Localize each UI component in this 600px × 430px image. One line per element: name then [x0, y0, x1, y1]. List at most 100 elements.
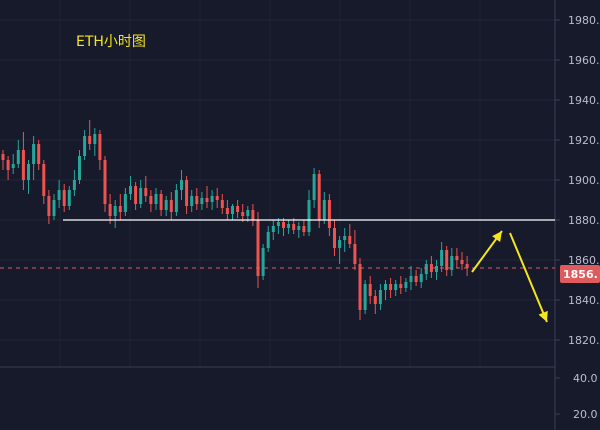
- candle-body: [11, 164, 15, 168]
- candle-body: [343, 236, 347, 240]
- candle-body: [384, 284, 387, 290]
- candle-body: [241, 212, 245, 216]
- price-tick-label: 1940.: [568, 94, 600, 107]
- candle-body: [333, 228, 336, 248]
- candle-body: [440, 250, 444, 266]
- candle-body: [424, 264, 428, 274]
- candle-body: [455, 256, 459, 260]
- candle-body: [83, 136, 87, 156]
- candle-body: [399, 284, 403, 288]
- candles: [1, 120, 469, 320]
- candle-body: [62, 190, 66, 206]
- candle-body: [353, 244, 357, 264]
- candle-body: [251, 210, 255, 220]
- price-tick-label: 1960.: [568, 54, 600, 67]
- candle-body: [174, 190, 178, 212]
- candle-body: [465, 264, 469, 268]
- candle-body: [348, 236, 352, 244]
- candle-body: [118, 206, 122, 212]
- candle-body: [246, 210, 250, 216]
- candle-body: [231, 206, 234, 214]
- candle-body: [139, 188, 143, 204]
- candle-body: [297, 226, 301, 230]
- down-arrow: [509, 232, 548, 323]
- candle-body: [21, 150, 25, 180]
- candle-body: [435, 266, 438, 272]
- down-arrow-shaft: [509, 232, 548, 323]
- volume-axis[interactable]: 20.0 40.0: [555, 372, 598, 421]
- down-arrow-head: [538, 310, 548, 322]
- candle-body: [276, 222, 280, 226]
- candle-body: [312, 174, 316, 200]
- candle-body: [129, 186, 132, 194]
- candle-body: [190, 196, 194, 206]
- candle-body: [103, 160, 107, 204]
- candle-body: [414, 276, 418, 282]
- annotation-lines: [0, 219, 555, 323]
- candle-body: [144, 188, 148, 196]
- price-tick-label: 1920.: [568, 134, 600, 147]
- candle-body: [450, 256, 454, 270]
- volume-tick-label: 20.0: [573, 408, 598, 421]
- candle-body: [358, 264, 362, 310]
- volume-tick-label: 40.0: [573, 372, 598, 385]
- price-axis[interactable]: 1820. 1840. 1860. 1880. 1900. 1920. 1940. 1960.…: [555, 14, 600, 347]
- candle-body: [429, 264, 433, 272]
- grid: [0, 0, 555, 367]
- candle-body: [1, 154, 5, 160]
- candle-body: [261, 248, 265, 276]
- current-price-label: 1856.: [563, 268, 598, 281]
- candle-body: [460, 260, 464, 264]
- candle-body: [67, 190, 71, 206]
- candle-body: [98, 134, 102, 160]
- candle-body: [93, 134, 97, 144]
- candle-body: [72, 180, 76, 190]
- candle-body: [108, 204, 112, 216]
- candle-body: [373, 296, 377, 304]
- candle-body: [302, 226, 306, 232]
- candle-body: [215, 196, 219, 200]
- candle-body: [404, 282, 408, 288]
- candle-body: [123, 194, 127, 212]
- price-tick-label: 1860.: [568, 254, 600, 267]
- candle-body: [27, 164, 30, 180]
- candle-body: [185, 180, 189, 206]
- current-price-tag-bg: [560, 265, 600, 283]
- price-tick-label: 1820.: [568, 334, 600, 347]
- candle-body: [32, 144, 36, 164]
- candle-body: [317, 174, 321, 220]
- price-tick-label: 1840.: [568, 294, 600, 307]
- price-tick-label: 1980.: [568, 14, 600, 27]
- candle-body: [42, 164, 46, 196]
- candle-body: [394, 284, 398, 290]
- candle-body: [445, 250, 449, 270]
- candle-body: [282, 222, 285, 228]
- candle-body: [57, 190, 61, 200]
- candle-body: [169, 200, 173, 212]
- candle-body: [256, 220, 260, 276]
- candle-body: [307, 200, 311, 232]
- candle-body: [419, 274, 423, 282]
- candle-body: [220, 200, 224, 208]
- candle-body: [159, 194, 163, 210]
- candle-body: [409, 276, 413, 282]
- candle-body: [113, 206, 117, 216]
- candle-body: [200, 198, 204, 204]
- up-arrow-head: [492, 231, 502, 243]
- candle-body: [154, 194, 158, 204]
- up-arrow: [471, 230, 503, 273]
- candle-body: [180, 180, 183, 190]
- candle-body: [338, 240, 342, 248]
- candle-body: [195, 196, 199, 204]
- price-tick-label: 1880.: [568, 214, 600, 227]
- candle-body: [78, 156, 81, 180]
- candle-body: [271, 226, 275, 232]
- candle-body: [205, 198, 209, 202]
- candle-body: [52, 200, 56, 216]
- candle-body: [6, 160, 10, 170]
- candle-body: [322, 200, 326, 220]
- price-tick-label: 1900.: [568, 174, 600, 187]
